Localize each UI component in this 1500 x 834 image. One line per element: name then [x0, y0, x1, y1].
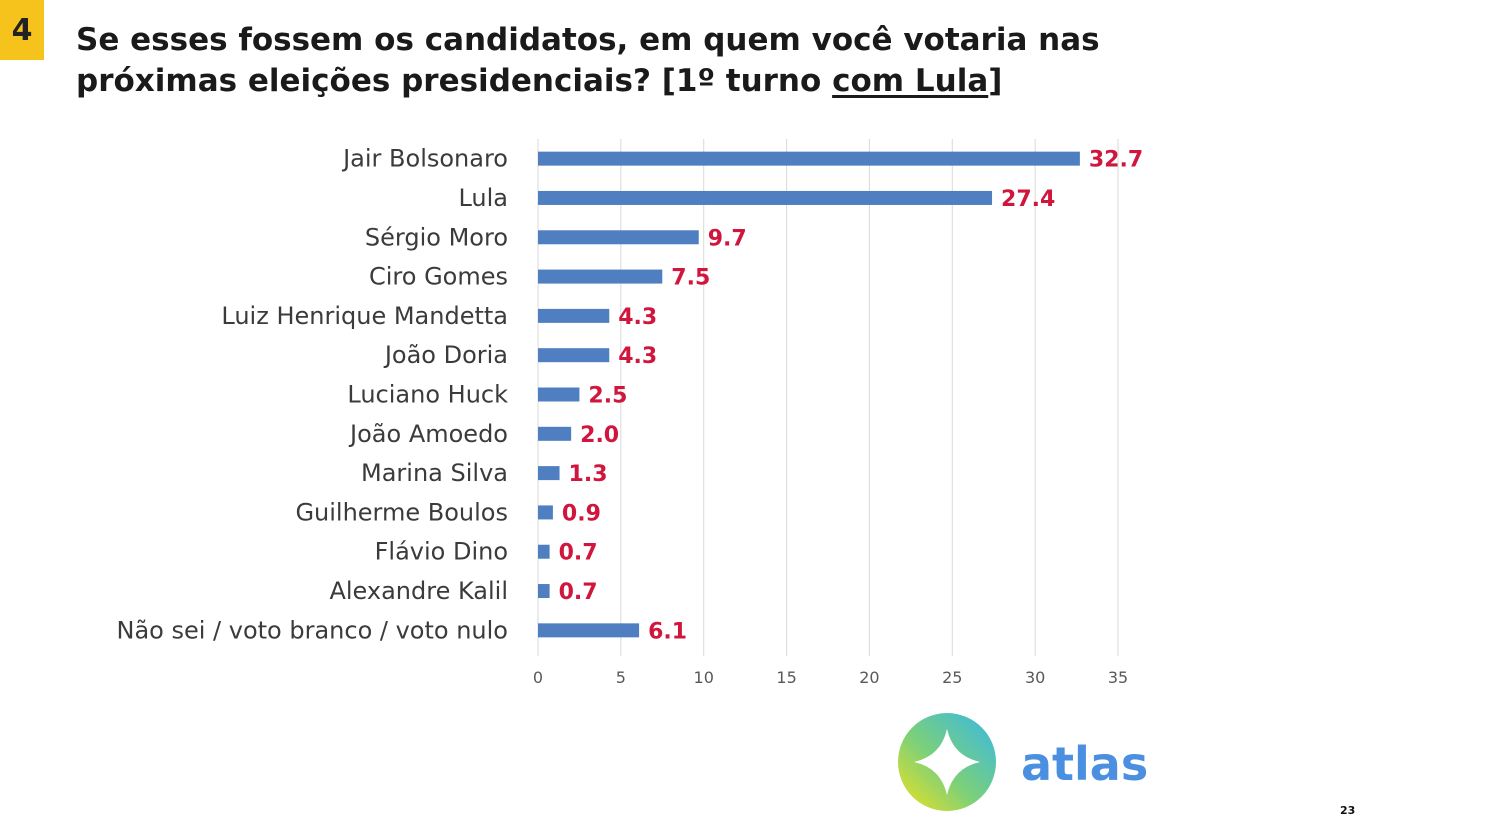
bar	[538, 426, 572, 441]
value-label: 0.9	[562, 501, 601, 526]
category-label: Guilherme Boulos	[295, 498, 508, 526]
x-tick-label: 5	[616, 668, 626, 687]
title-text: Se esses fossem os candidatos, em quem v…	[76, 22, 1100, 99]
category-label: Flávio Dino	[375, 538, 508, 566]
value-label: 32.7	[1089, 148, 1143, 173]
x-tick-label: 25	[942, 668, 962, 687]
bar	[538, 348, 610, 363]
value-label: 4.3	[618, 305, 657, 330]
category-label: Ciro Gomes	[369, 263, 508, 291]
slide-title: Se esses fossem os candidatos, em quem v…	[76, 20, 1196, 102]
logo-star-icon	[914, 729, 980, 795]
page-number: 23	[1340, 804, 1356, 817]
value-label: 0.7	[559, 541, 598, 566]
bar	[538, 623, 640, 638]
bar	[538, 151, 1080, 166]
category-label: Marina Silva	[361, 459, 508, 487]
bar	[538, 505, 553, 520]
value-label: 2.0	[580, 423, 619, 448]
logo-wordmark: atlas	[1021, 737, 1148, 791]
atlas-logo: atlas	[898, 713, 1148, 811]
bar	[538, 584, 550, 599]
bar	[538, 387, 580, 402]
category-label: Alexandre Kalil	[329, 577, 508, 605]
slide-number-badge: 4	[0, 0, 44, 60]
bar	[538, 544, 550, 559]
bar	[538, 466, 560, 481]
value-label: 6.1	[648, 619, 687, 644]
x-tick-label: 10	[694, 668, 714, 687]
bar	[538, 230, 699, 245]
value-label: 1.3	[569, 462, 608, 487]
value-label: 0.7	[559, 580, 598, 605]
bar	[538, 269, 663, 284]
category-label: Lula	[458, 184, 508, 212]
bar	[538, 308, 610, 323]
x-tick-label: 15	[776, 668, 796, 687]
category-label: Jair Bolsonaro	[341, 145, 508, 173]
value-label: 9.7	[708, 226, 747, 251]
value-label: 7.5	[671, 266, 710, 291]
category-label: João Doria	[383, 341, 508, 369]
category-label: João Amoedo	[348, 420, 508, 448]
value-label: 27.4	[1001, 187, 1055, 212]
value-label: 4.3	[618, 344, 657, 369]
title-closing-bracket: ]	[988, 63, 1003, 99]
x-tick-label: 0	[533, 668, 543, 687]
bar	[538, 190, 993, 205]
value-label: 2.5	[588, 384, 627, 409]
category-label: Não sei / voto branco / voto nulo	[117, 616, 509, 644]
x-tick-label: 35	[1108, 668, 1128, 687]
x-tick-label: 20	[859, 668, 879, 687]
title-underlined-text: com Lula	[832, 63, 989, 99]
category-label: Sérgio Moro	[365, 223, 508, 251]
category-label: Luiz Henrique Mandetta	[221, 302, 508, 330]
category-label: Luciano Huck	[347, 381, 508, 409]
x-tick-label: 30	[1025, 668, 1045, 687]
